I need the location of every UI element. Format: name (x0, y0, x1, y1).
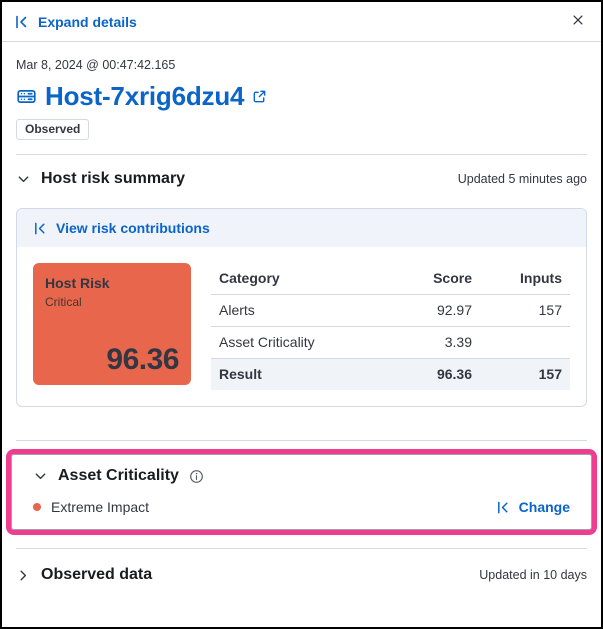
risk-card-level: Critical (45, 295, 82, 309)
divider (16, 548, 587, 549)
storage-icon (16, 86, 37, 107)
flyout-body: Mar 8, 2024 @ 00:47:42.165 Host-7xrig6dz… (2, 42, 601, 627)
observed-data-toggle[interactable]: Observed data (16, 566, 152, 584)
observed-data-section-header: Observed data Updated in 10 days (16, 566, 587, 584)
chevron-right-icon (16, 568, 31, 583)
divider (16, 154, 587, 155)
column-header-category: Category (211, 263, 390, 295)
table-row-result: Result 96.36 157 (211, 358, 570, 390)
cell-score: 3.39 (390, 326, 480, 359)
risk-card-title: Host Risk (45, 275, 110, 291)
criticality-level-dot (33, 503, 41, 511)
cell-score: 92.97 (390, 294, 480, 327)
risk-contribution-table: Category Score Inputs Alerts 92.97 157 A… (211, 263, 570, 390)
view-risk-contributions-button[interactable]: View risk contributions (33, 220, 210, 236)
flyout-header: Expand details (2, 2, 601, 42)
observed-data-title: Observed data (41, 566, 153, 583)
host-name-link[interactable]: Host-7xrig6dzu4 (45, 81, 245, 111)
cell-score: 96.36 (390, 358, 480, 390)
table-header-row: Category Score Inputs (211, 263, 570, 295)
asset-criticality-value: Extreme Impact (33, 499, 149, 515)
cell-category: Asset Criticality (211, 326, 390, 359)
expand-details-button[interactable]: Expand details (14, 14, 137, 30)
close-icon (571, 13, 585, 27)
host-risk-summary-section-header: Host risk summary Updated 5 minutes ago (16, 170, 587, 188)
arrow-to-start-icon (14, 14, 30, 30)
view-risk-contributions-label: View risk contributions (56, 220, 210, 236)
chevron-down-icon (33, 469, 48, 484)
column-header-score: Score (390, 263, 480, 295)
asset-criticality-section-header[interactable]: Asset Criticality (33, 467, 570, 485)
arrow-to-start-icon (496, 500, 511, 515)
cell-category: Alerts (211, 294, 390, 327)
observed-updated-text: Updated in 10 days (479, 568, 587, 582)
cell-category: Result (211, 358, 390, 390)
divider (16, 440, 587, 441)
observed-badge: Observed (16, 119, 90, 140)
host-risk-score-card: Host Risk Critical 96.36 (33, 263, 191, 385)
host-risk-summary-toggle[interactable]: Host risk summary (16, 170, 185, 188)
host-risk-summary-title: Host risk summary (41, 170, 186, 187)
expand-details-label: Expand details (38, 13, 137, 30)
asset-criticality-title: Asset Criticality (58, 467, 179, 484)
asset-criticality-highlight-box: Asset Criticality Extreme Impact (6, 449, 597, 535)
info-icon[interactable] (189, 469, 204, 484)
table-row: Alerts 92.97 157 (211, 294, 570, 327)
cell-inputs (480, 326, 570, 359)
event-timestamp: Mar 8, 2024 @ 00:47:42.165 (16, 58, 176, 72)
cell-inputs: 157 (480, 294, 570, 327)
change-criticality-label: Change (518, 499, 570, 515)
cell-inputs: 157 (480, 358, 570, 390)
table-row: Asset Criticality 3.39 (211, 326, 570, 359)
close-button[interactable] (569, 11, 587, 32)
criticality-level-label: Extreme Impact (51, 499, 150, 515)
risk-summary-panel: View risk contributions Host Risk Critic… (16, 208, 587, 407)
risk-card-score: 96.36 (106, 343, 179, 376)
risk-panel-body: Host Risk Critical 96.36 Category Score … (17, 247, 586, 406)
asset-criticality-value-row: Extreme Impact Change (33, 499, 570, 515)
change-criticality-button[interactable]: Change (496, 499, 570, 515)
risk-updated-text: Updated 5 minutes ago (457, 172, 587, 186)
risk-panel-header: View risk contributions (17, 209, 586, 247)
host-title-row: Host-7xrig6dzu4 (16, 81, 587, 112)
chevron-down-icon (16, 172, 31, 187)
arrow-to-start-icon (33, 221, 48, 236)
external-link-icon[interactable] (252, 89, 267, 104)
column-header-inputs: Inputs (480, 263, 570, 295)
